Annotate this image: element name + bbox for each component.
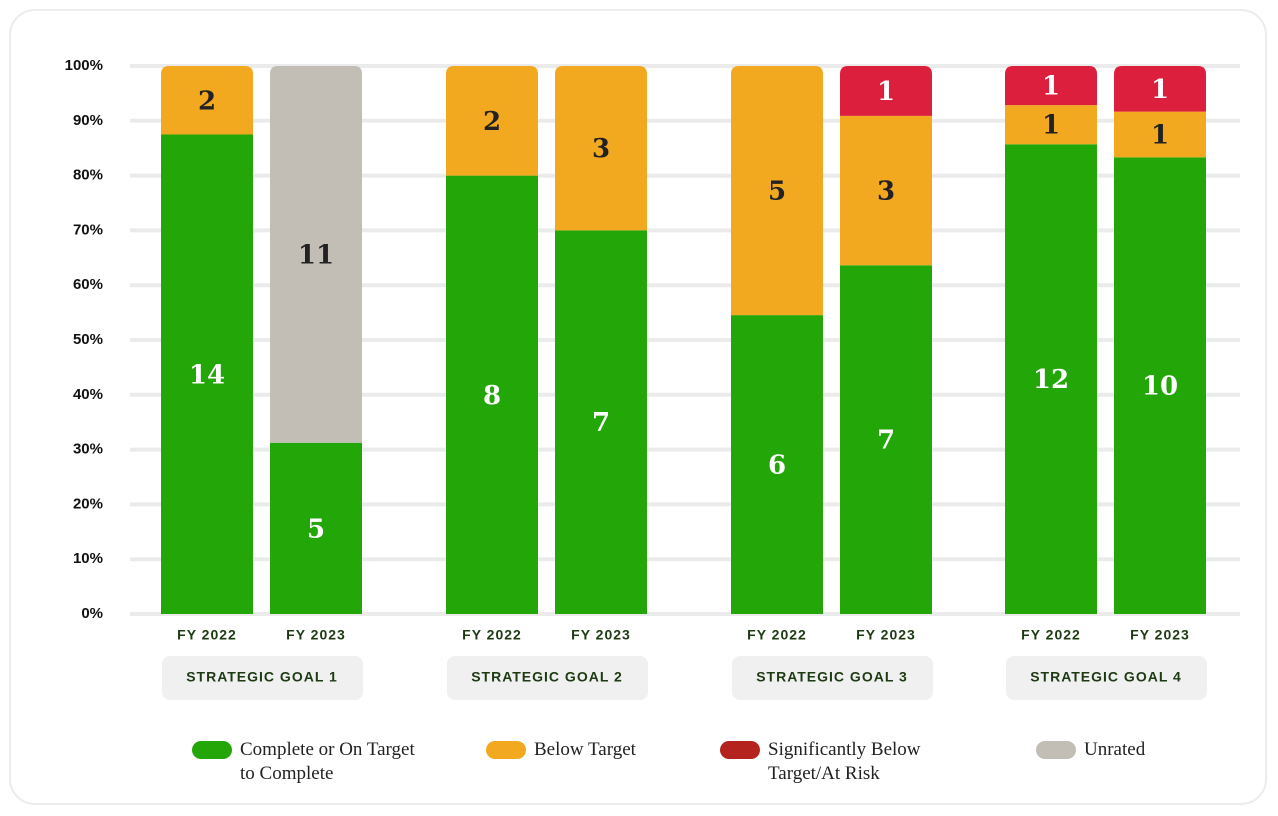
bar-segment bbox=[840, 115, 932, 266]
bar-segment bbox=[555, 230, 647, 614]
value-label: 11 bbox=[298, 240, 334, 270]
value-label: 5 bbox=[768, 177, 786, 207]
bar-segment bbox=[161, 134, 253, 614]
legend-swatch bbox=[720, 741, 760, 759]
x-tick-label: FY 2022 bbox=[177, 627, 237, 643]
y-tick-label: 0% bbox=[81, 605, 103, 622]
group-label-box bbox=[1006, 656, 1207, 700]
bar-segment bbox=[270, 66, 362, 443]
value-label: 8 bbox=[483, 381, 501, 411]
legend: Complete or On Target to Complete Below T… bbox=[0, 738, 1278, 798]
legend-label: Significantly Below Target/At Risk bbox=[768, 739, 921, 784]
group-label: STRATEGIC GOAL 2 bbox=[471, 669, 623, 685]
x-tick-label: FY 2023 bbox=[1130, 627, 1190, 643]
legend-swatch bbox=[486, 741, 526, 759]
legend-label: Complete or On Target to Complete bbox=[240, 739, 415, 784]
value-label: 2 bbox=[483, 107, 501, 137]
bar-segment bbox=[1114, 111, 1206, 158]
bar-segment bbox=[731, 66, 823, 316]
x-tick-label: FY 2022 bbox=[462, 627, 522, 643]
y-tick-label: 100% bbox=[65, 57, 103, 74]
legend-item: Significantly Below Target/At Risk bbox=[720, 738, 940, 786]
y-tick-label: 90% bbox=[73, 112, 103, 129]
legend-label: Below Target bbox=[534, 739, 636, 760]
bar-segment bbox=[270, 442, 362, 614]
y-tick-label: 60% bbox=[73, 276, 103, 293]
y-tick-label: 70% bbox=[73, 221, 103, 238]
value-label: 1 bbox=[877, 77, 895, 107]
chart: 0% 10% 20% 30% 40% 50% 60% 70% 80% 90% 100% STRATEG… bbox=[65, 57, 1240, 700]
bar-segment bbox=[1114, 157, 1206, 615]
legend-swatch bbox=[192, 741, 232, 759]
y-tick-label: 40% bbox=[73, 386, 103, 403]
value-label: 5 bbox=[307, 514, 325, 544]
value-label: 6 bbox=[768, 451, 786, 481]
y-tick-label: 80% bbox=[73, 167, 103, 184]
legend-item: Complete or On Target to Complete bbox=[192, 738, 432, 786]
bar-segment bbox=[446, 175, 538, 614]
legend-item: Below Target bbox=[486, 738, 686, 762]
x-tick-label: FY 2023 bbox=[856, 627, 916, 643]
value-label: 1 bbox=[1042, 111, 1060, 141]
bar-segment bbox=[1114, 66, 1206, 112]
bar-segment bbox=[446, 66, 538, 176]
legend-label: Unrated bbox=[1084, 739, 1146, 760]
bar-segment bbox=[1005, 144, 1097, 615]
group-label-box bbox=[732, 656, 933, 700]
x-tick-label: FY 2023 bbox=[286, 627, 346, 643]
value-label: 3 bbox=[877, 177, 895, 207]
value-label: 1 bbox=[1151, 75, 1169, 105]
x-tick-label: FY 2022 bbox=[747, 627, 807, 643]
group-label-box bbox=[162, 656, 363, 700]
value-label: 7 bbox=[592, 408, 610, 438]
value-label: 3 bbox=[592, 134, 610, 164]
value-label: 10 bbox=[1142, 372, 1178, 402]
bar-segment bbox=[1005, 66, 1097, 106]
legend-item: Unrated bbox=[1036, 738, 1196, 762]
value-label: 1 bbox=[1042, 72, 1060, 102]
value-label: 14 bbox=[189, 360, 225, 390]
group-label: STRATEGIC GOAL 3 bbox=[756, 669, 908, 685]
bar-segment bbox=[161, 66, 253, 135]
group-label: STRATEGIC GOAL 4 bbox=[1030, 669, 1182, 685]
bar-segment bbox=[731, 315, 823, 614]
value-label: 1 bbox=[1151, 121, 1169, 151]
bar-segment bbox=[840, 66, 932, 116]
y-tick-label: 50% bbox=[73, 331, 103, 348]
value-label: 7 bbox=[877, 426, 895, 456]
y-tick-label: 30% bbox=[73, 441, 103, 458]
bar-segment bbox=[1005, 105, 1097, 145]
card bbox=[9, 9, 1267, 805]
bar-segment bbox=[840, 265, 932, 614]
group-label-box bbox=[447, 656, 648, 700]
x-tick-label: FY 2022 bbox=[1021, 627, 1081, 643]
bar-segment bbox=[555, 66, 647, 231]
y-tick-label: 10% bbox=[73, 550, 103, 567]
y-tick-label: 20% bbox=[73, 495, 103, 512]
legend-swatch bbox=[1036, 741, 1076, 759]
value-label: 2 bbox=[198, 86, 216, 116]
value-label: 12 bbox=[1033, 365, 1069, 395]
x-tick-label: FY 2023 bbox=[571, 627, 631, 643]
group-label: STRATEGIC GOAL 1 bbox=[186, 669, 338, 685]
